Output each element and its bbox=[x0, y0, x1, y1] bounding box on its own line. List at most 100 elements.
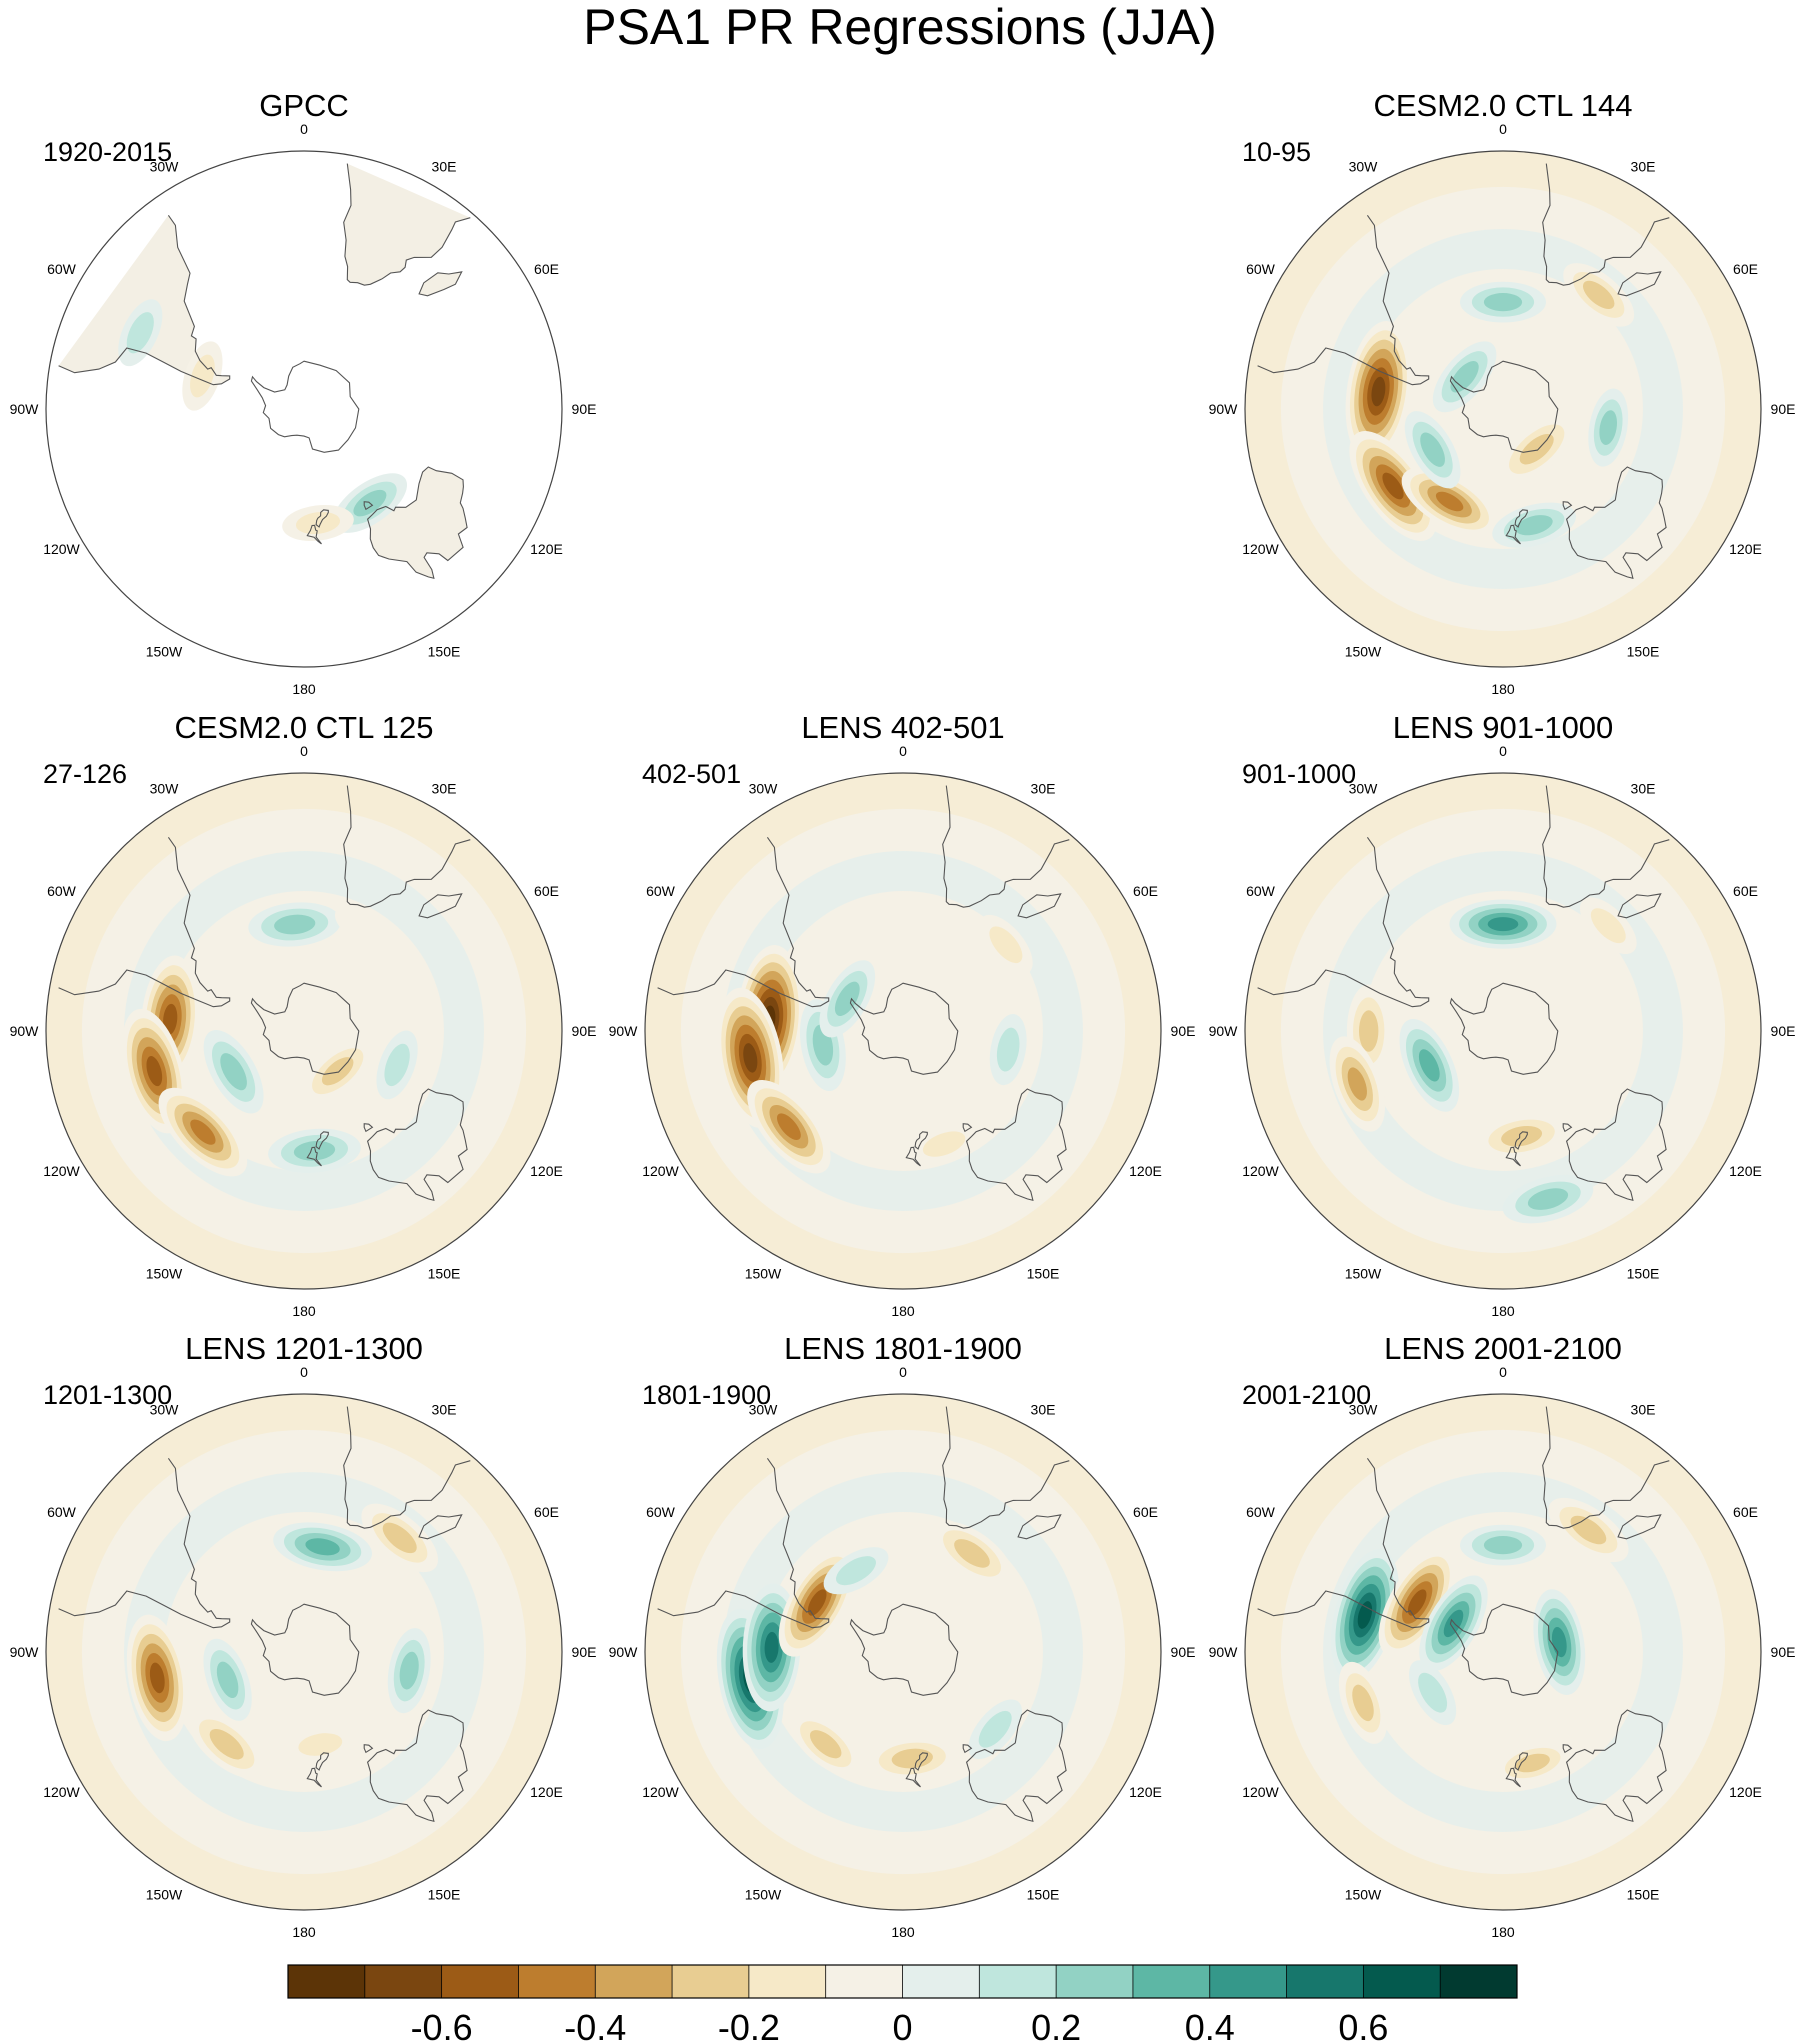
longitude-label: 150W bbox=[1345, 1266, 1382, 1282]
colorbar-tick-label: -0.6 bbox=[411, 2007, 473, 2042]
coastline-southAmerica bbox=[58, 214, 231, 386]
longitude-label: 150W bbox=[146, 1266, 183, 1282]
longitude-label: 90W bbox=[609, 1644, 639, 1660]
anomaly-ctl125-6 bbox=[376, 1030, 418, 1100]
contour-level bbox=[220, 1053, 247, 1091]
longitude-label: 150E bbox=[1027, 1887, 1060, 1903]
longitude-label: 90W bbox=[10, 1644, 40, 1660]
longitude-label: 150W bbox=[745, 1266, 782, 1282]
anomaly-ring bbox=[645, 1394, 1161, 1910]
longitude-label: 90W bbox=[10, 1023, 40, 1039]
longitude-label: 30W bbox=[1349, 159, 1379, 175]
coastline-africa bbox=[1542, 785, 1670, 908]
contour-level bbox=[1501, 1125, 1543, 1147]
coastline-antarctica bbox=[250, 360, 360, 453]
anomaly-lens1201-2 bbox=[126, 1614, 188, 1742]
longitude-label: 0 bbox=[300, 1364, 308, 1380]
map-disc bbox=[46, 773, 562, 1289]
longitude-label: 150E bbox=[1027, 1266, 1060, 1282]
anomaly-lens2001-6 bbox=[1338, 1661, 1388, 1744]
longitude-label: 120W bbox=[1242, 541, 1279, 557]
anomaly-lens402-2 bbox=[747, 1079, 831, 1174]
longitude-label: 150E bbox=[1627, 1266, 1660, 1282]
longitude-label: 90W bbox=[609, 1023, 639, 1039]
coastline-africa bbox=[942, 785, 1070, 908]
coastline-antarctica bbox=[1449, 982, 1559, 1075]
map-disc bbox=[645, 1394, 1161, 1910]
longitude-label: 60E bbox=[1733, 261, 1758, 277]
colorbar-tick-label: -0.2 bbox=[718, 2007, 780, 2042]
map-panel-lens901: 0 30E 60E 90E 120E 150E 180 150W 120W 90W 60W 30W LE… bbox=[1209, 710, 1796, 1319]
coastline-australia bbox=[1565, 466, 1667, 580]
contour-level bbox=[216, 1661, 239, 1699]
anomaly-ring bbox=[645, 773, 1161, 1289]
anomaly-lens402-4 bbox=[819, 960, 876, 1038]
coastline-australia bbox=[965, 1088, 1067, 1202]
regression-field bbox=[1245, 773, 1761, 1289]
coastline-nzNorth bbox=[1505, 1146, 1521, 1167]
colorbar-swatch bbox=[518, 1965, 596, 1998]
anomaly-lens2001-8 bbox=[1409, 1660, 1457, 1726]
contour-level bbox=[384, 1043, 410, 1087]
map-panel-lens402: 0 30E 60E 90E 120E 150E 180 150W 120W 90W 60W 30W LE… bbox=[609, 710, 1196, 1319]
anomaly-gpcc-3 bbox=[282, 504, 354, 542]
contour-level bbox=[305, 1538, 340, 1556]
longitude-label: 60W bbox=[1246, 883, 1276, 899]
coastline-africa bbox=[343, 163, 471, 286]
longitude-label: 180 bbox=[891, 1303, 915, 1319]
panel-title: LENS 402-501 bbox=[801, 710, 1004, 745]
colorbar-tick-label: 0.4 bbox=[1185, 2007, 1235, 2042]
coastline-nzSouth bbox=[315, 509, 329, 528]
anomaly-ctl144-4 bbox=[1349, 431, 1437, 541]
longitude-label: 60W bbox=[47, 883, 77, 899]
contour-level bbox=[1590, 908, 1626, 944]
longitude-label: 30W bbox=[1349, 1402, 1379, 1418]
panel-title: CESM2.0 CTL 125 bbox=[174, 710, 433, 745]
contour-level bbox=[126, 312, 154, 354]
coastline-madagascar bbox=[1017, 1514, 1062, 1540]
coastlines bbox=[1257, 1406, 1670, 1823]
coastline-australia bbox=[1565, 1088, 1667, 1202]
longitude-label: 120E bbox=[1729, 541, 1762, 557]
longitude-label: 150E bbox=[428, 1887, 461, 1903]
map-rim bbox=[45, 772, 563, 1290]
anomaly-lens1201-4 bbox=[203, 1638, 252, 1721]
map-panels: 0 30E 60E 90E 120E 150E 180 150W 120W 90W 60W 30W GP… bbox=[10, 88, 1796, 1940]
colorbar-swatch bbox=[1132, 1965, 1211, 1998]
coastline-antarctica bbox=[1449, 360, 1559, 453]
coastline-nzNorth bbox=[306, 524, 322, 545]
regression-field bbox=[46, 1394, 562, 1910]
coastline-antarctica bbox=[1449, 1603, 1559, 1696]
regression-field bbox=[46, 773, 562, 1289]
anomaly-lens901-5 bbox=[1502, 1174, 1594, 1224]
longitude-label: 30E bbox=[1031, 781, 1056, 797]
longitude-label: 30W bbox=[749, 1402, 779, 1418]
anomaly-ctl125-0 bbox=[248, 902, 342, 947]
longitude-label: 150E bbox=[1627, 1887, 1660, 1903]
panel-title: LENS 1201-1300 bbox=[185, 1331, 423, 1366]
contour-level bbox=[743, 1043, 758, 1073]
colorbar-swatch bbox=[902, 1965, 980, 1998]
map-disc bbox=[46, 151, 562, 667]
coastlines bbox=[657, 1406, 1070, 1823]
anomaly-ctl144-6 bbox=[1404, 411, 1461, 489]
longitude-label: 150E bbox=[428, 1266, 461, 1282]
coastlines bbox=[657, 785, 1070, 1202]
period-label: 901-1000 bbox=[1242, 759, 1356, 789]
map-panel-lens2001: 0 30E 60E 90E 120E 150E 180 150W 120W 90W 60W 30W LE… bbox=[1209, 1331, 1796, 1940]
main-title: PSA1 PR Regressions (JJA) bbox=[583, 0, 1217, 55]
anomaly-lens1201-0 bbox=[273, 1522, 373, 1572]
longitude-label: 120E bbox=[530, 1784, 563, 1800]
coastline-nzSouth bbox=[1514, 1752, 1528, 1771]
contour-level bbox=[1450, 361, 1479, 393]
longitude-label: 90W bbox=[10, 401, 40, 417]
anomaly-lens1801-3 bbox=[931, 1521, 1013, 1586]
map-panel-ctl125: 0 30E 60E 90E 120E 150E 180 150W 120W 90W 60W 30W CE… bbox=[10, 710, 597, 1319]
colorbar-tick-label: -0.4 bbox=[564, 2007, 626, 2042]
longitude-label: 90E bbox=[572, 401, 597, 417]
map-panel-lens1801: 0 30E 60E 90E 120E 150E 180 150W 120W 90W 60W 30W LE… bbox=[609, 1331, 1196, 1940]
coastline-nzNorth bbox=[306, 1146, 322, 1167]
anomaly-ctl144-9 bbox=[1432, 341, 1497, 413]
longitude-label: 120W bbox=[1242, 1784, 1279, 1800]
colorbar-tick-label: 0.6 bbox=[1338, 2007, 1388, 2042]
